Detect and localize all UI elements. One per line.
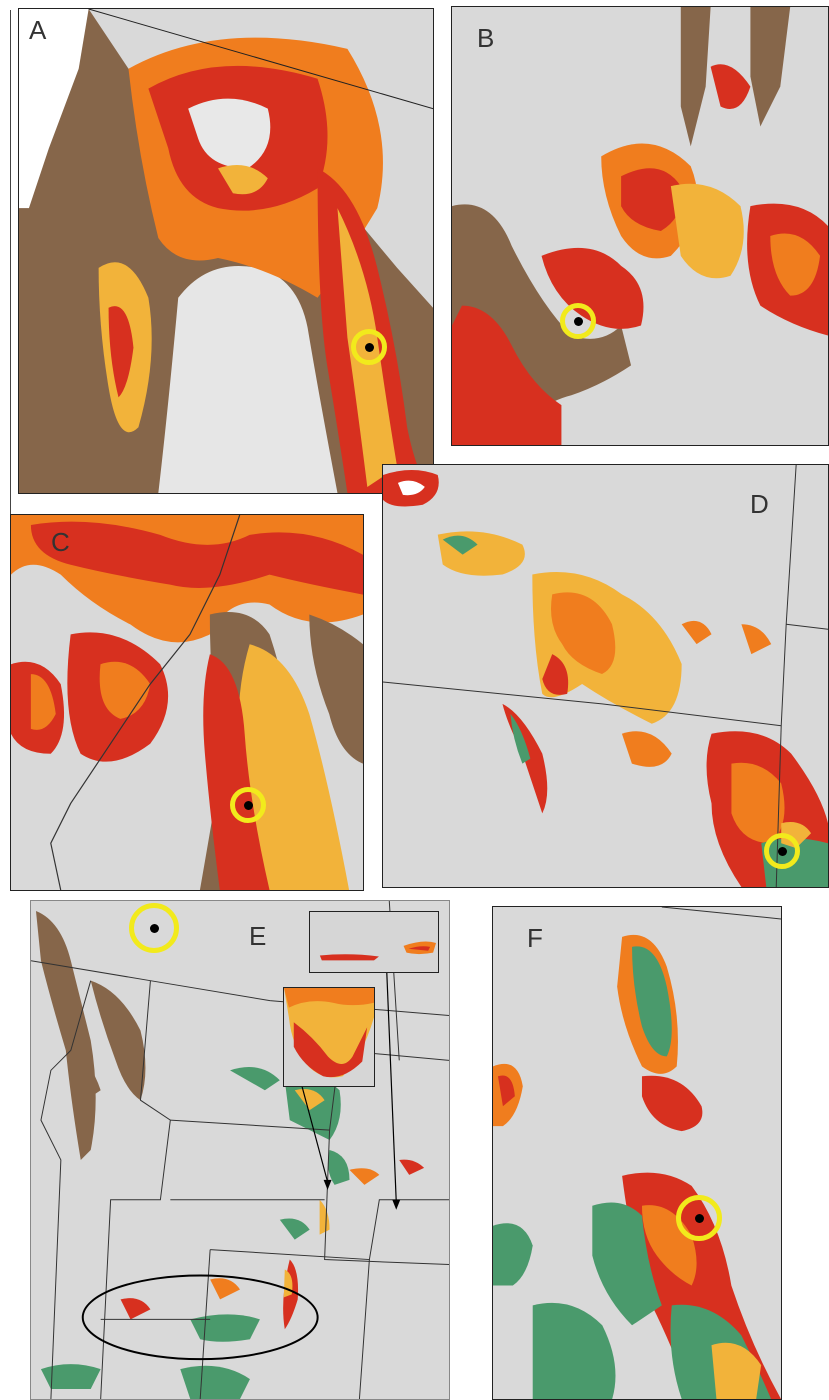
location-dot	[149, 923, 159, 933]
panel-e-map	[31, 901, 449, 1399]
location-dot	[243, 800, 253, 810]
panel-label-f: F	[527, 923, 543, 953]
location-marker-icon	[676, 1195, 722, 1241]
pointer-arrow-icon	[301, 1085, 329, 1183]
inset-map-svg	[310, 912, 438, 972]
location-marker-icon	[560, 303, 596, 339]
left-rule	[10, 10, 11, 700]
map-panel-c: C	[10, 514, 364, 891]
location-marker-icon	[764, 833, 800, 869]
location-dot	[364, 342, 374, 352]
panel-a-map	[19, 9, 433, 493]
map-panel-f: F	[492, 906, 782, 1400]
panel-label-e: E	[249, 921, 267, 951]
location-marker-icon	[230, 787, 266, 823]
map-panel-a: A	[18, 8, 434, 494]
location-marker-icon	[351, 329, 387, 365]
location-dot	[777, 846, 787, 856]
inset-map-top-right	[309, 911, 439, 973]
map-panel-d: D	[382, 464, 829, 888]
pointer-arrow-icon	[385, 960, 397, 1202]
region-ellipse	[81, 1274, 319, 1361]
panel-label-b: B	[477, 23, 495, 53]
map-panel-b: B	[451, 6, 829, 446]
panel-b-map	[452, 7, 828, 445]
map-panel-e: E	[30, 900, 450, 1400]
inset-map-center	[283, 987, 375, 1087]
panel-f-map	[493, 907, 781, 1399]
panel-label-a: A	[29, 15, 47, 45]
panel-label-d: D	[750, 489, 769, 519]
panel-label-c: C	[51, 527, 70, 557]
panel-c-map	[11, 515, 363, 890]
inset-map-svg	[284, 988, 374, 1086]
panel-d-map	[383, 465, 828, 887]
location-dot	[573, 316, 583, 326]
location-marker-icon	[129, 903, 179, 953]
location-dot	[694, 1213, 704, 1223]
